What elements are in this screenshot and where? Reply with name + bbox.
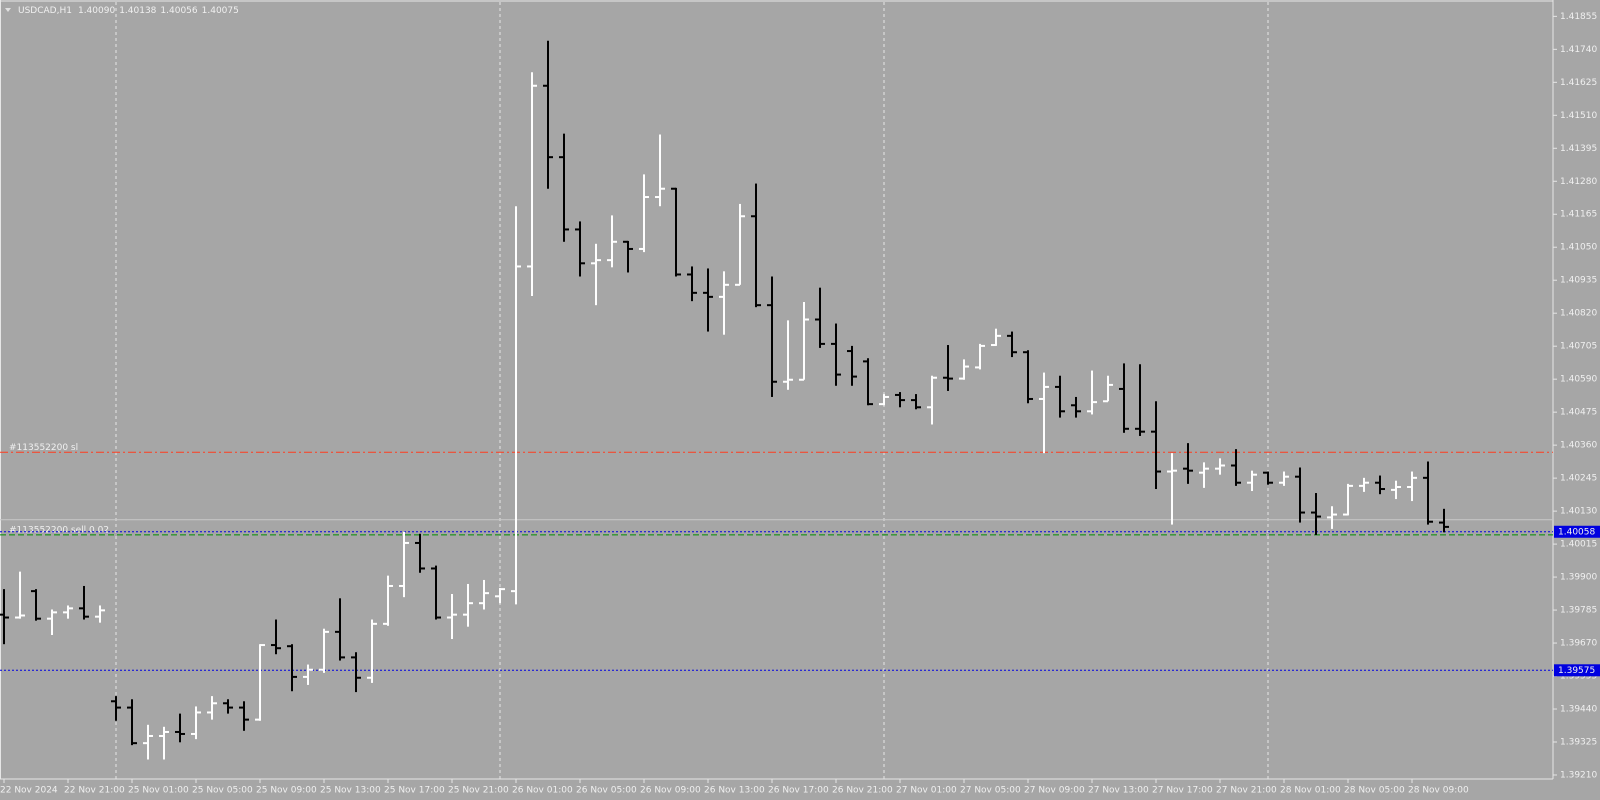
- y-tick-label: 1.39900: [1560, 573, 1597, 583]
- x-tick-label: 25 Nov 21:00: [448, 786, 509, 796]
- y-tick-label: 1.41395: [1560, 144, 1597, 154]
- x-tick-label: 26 Nov 05:00: [576, 786, 637, 796]
- y-tick-label: 1.40820: [1560, 309, 1597, 319]
- y-tick-label: 1.40360: [1560, 441, 1597, 451]
- y-tick-label: 1.41510: [1560, 111, 1597, 121]
- x-tick-label: 25 Nov 17:00: [384, 786, 445, 796]
- price-line-label: #113552200 sell 0.02: [9, 525, 109, 535]
- y-tick-label: 1.41165: [1560, 210, 1597, 220]
- x-tick-label: 25 Nov 09:00: [256, 786, 317, 796]
- menu-arrow[interactable]: [5, 8, 11, 12]
- x-tick-label: 22 Nov 21:00: [64, 786, 125, 796]
- price-box: [1554, 525, 1600, 538]
- last-close: 1.40075: [202, 6, 239, 16]
- x-tick-label: 25 Nov 13:00: [320, 786, 381, 796]
- x-tick-label: 26 Nov 01:00: [512, 786, 573, 796]
- last-open: 1.40090: [78, 6, 115, 16]
- x-tick-label: 26 Nov 09:00: [640, 786, 701, 796]
- y-tick-label: 1.40935: [1560, 276, 1597, 286]
- x-tick-label: 27 Nov 01:00: [896, 786, 957, 796]
- x-tick-label: 27 Nov 17:00: [1152, 786, 1213, 796]
- y-tick-label: 1.40245: [1560, 474, 1597, 484]
- last-low: 1.40056: [160, 6, 197, 16]
- price-box-label: 1.40058: [1558, 527, 1595, 537]
- x-tick-label: 26 Nov 17:00: [768, 786, 829, 796]
- y-tick-label: 1.40130: [1560, 507, 1597, 517]
- symbol: USDCAD,H1: [18, 6, 72, 16]
- y-tick-label: 1.39555: [1560, 672, 1597, 682]
- price-line-label: #113552200 sl: [9, 443, 78, 453]
- last-high: 1.40138: [119, 6, 156, 16]
- y-tick-label: 1.41050: [1560, 243, 1597, 253]
- x-tick-label: 28 Nov 01:00: [1280, 786, 1341, 796]
- x-tick-label: 26 Nov 21:00: [832, 786, 893, 796]
- y-tick-label: 1.41280: [1560, 177, 1597, 187]
- y-tick-label: 1.41625: [1560, 78, 1597, 88]
- y-tick-label: 1.40475: [1560, 408, 1597, 418]
- y-tick-label: 1.39325: [1560, 738, 1597, 748]
- x-tick-label: 22 Nov 2024: [0, 786, 58, 796]
- y-tick-label: 1.41740: [1560, 45, 1597, 55]
- x-tick-label: 27 Nov 09:00: [1024, 786, 1085, 796]
- x-tick-label: 25 Nov 01:00: [128, 786, 189, 796]
- y-tick-label: 1.39670: [1560, 639, 1597, 649]
- x-tick-label: 27 Nov 21:00: [1216, 786, 1277, 796]
- y-tick-label: 1.39440: [1560, 705, 1597, 715]
- y-tick-label: 1.39785: [1560, 606, 1597, 616]
- x-tick-label: 28 Nov 05:00: [1344, 786, 1405, 796]
- price-box-label: 1.39575: [1558, 666, 1595, 676]
- y-tick-label: 1.41855: [1560, 12, 1597, 22]
- y-tick-label: 1.40705: [1560, 342, 1597, 352]
- x-tick-label: 26 Nov 13:00: [704, 786, 765, 796]
- x-tick-label: 28 Nov 09:00: [1408, 786, 1469, 796]
- price-box: [1554, 664, 1600, 677]
- y-tick-label: 1.39210: [1560, 770, 1597, 780]
- x-tick-label: 27 Nov 05:00: [960, 786, 1021, 796]
- x-tick-label: 25 Nov 05:00: [192, 786, 253, 796]
- x-tick-label: 27 Nov 13:00: [1088, 786, 1149, 796]
- y-tick-label: 1.40590: [1560, 375, 1597, 385]
- y-tick-label: 1.40015: [1560, 540, 1597, 550]
- chart-header: USDCAD,H1 1.40090 1.40138 1.40056 1.40075: [18, 6, 239, 16]
